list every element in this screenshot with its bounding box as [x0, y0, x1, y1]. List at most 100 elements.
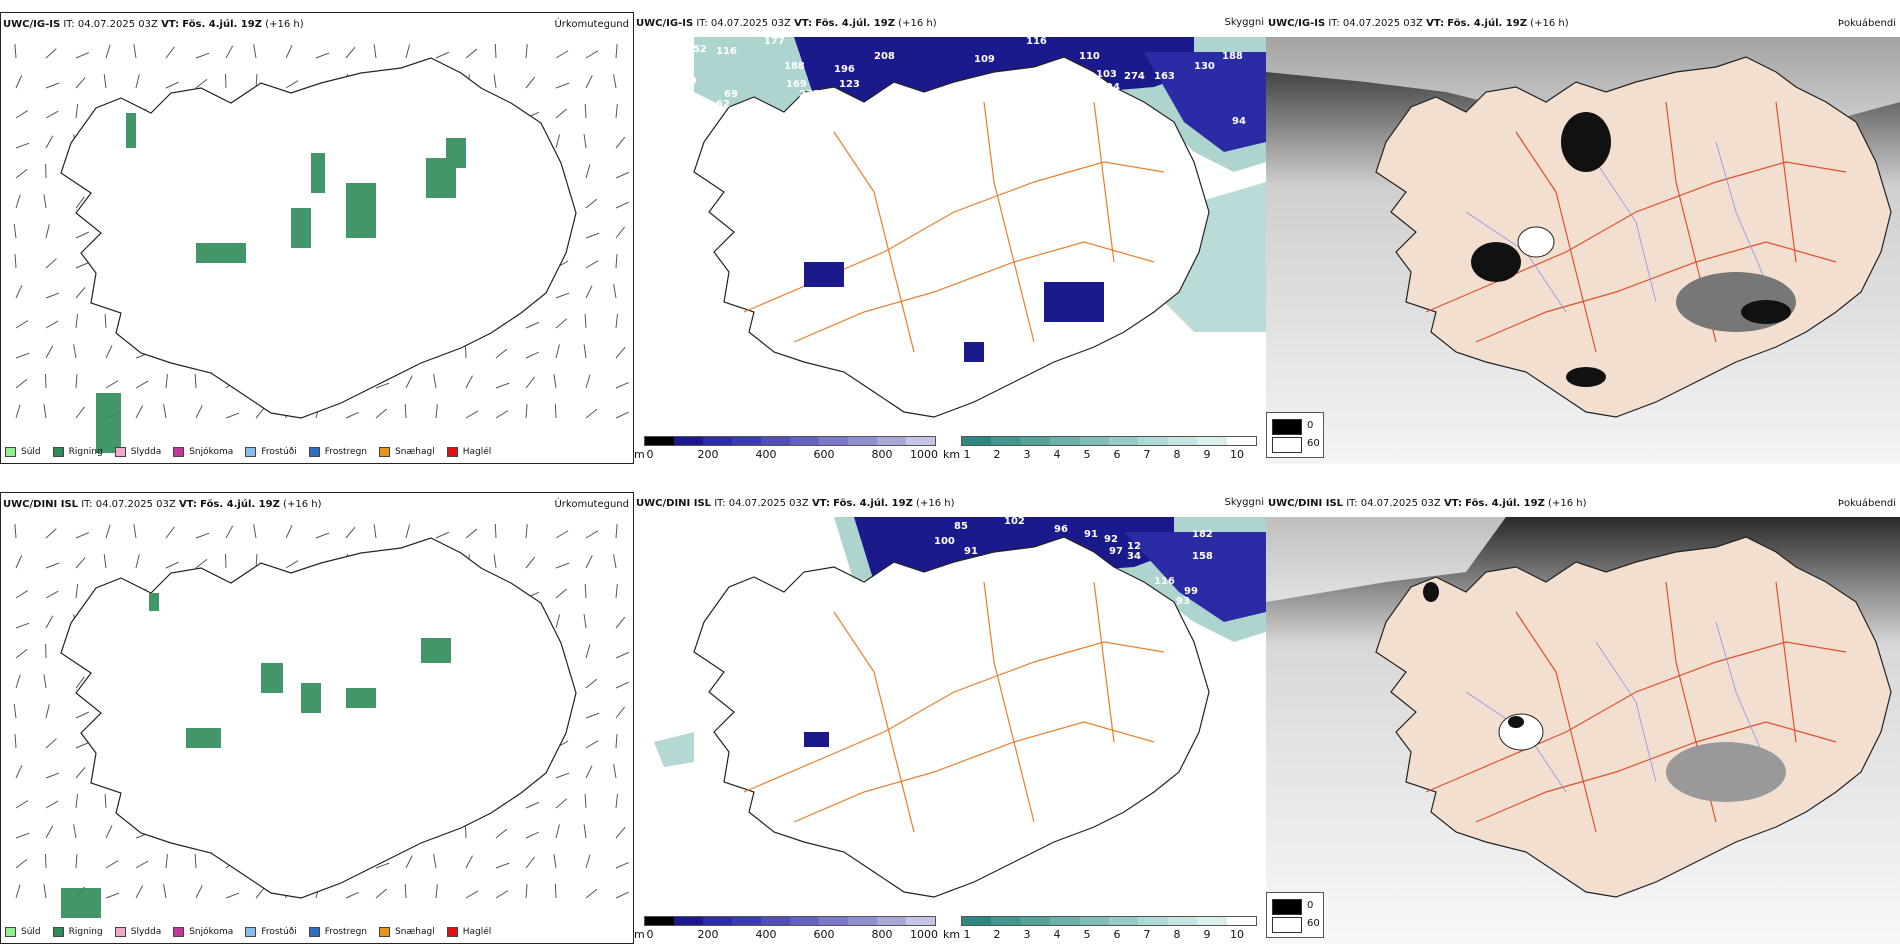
wind-barb	[345, 526, 356, 539]
cloudbase-value: 96	[1054, 524, 1068, 535]
wind-barb	[584, 103, 587, 119]
wind-barb	[135, 554, 140, 569]
wind-barb	[15, 622, 30, 629]
fog-panel-top: UWC/IG-IS IT: 04.07.2025 03Z VT: Fös. 4.…	[1266, 12, 1900, 464]
wind-barb	[75, 373, 78, 389]
wind-barb	[15, 674, 21, 689]
wind-barb	[285, 80, 299, 89]
wind-barb	[583, 344, 587, 359]
wind-barb	[525, 44, 528, 59]
cloudbase-value: 109	[676, 76, 697, 87]
wind-barb	[135, 860, 149, 869]
wind-barb	[15, 142, 30, 149]
wind-barb	[105, 380, 119, 389]
wind-barb	[15, 800, 29, 809]
wind-barb	[435, 531, 449, 539]
wind-barb	[555, 798, 567, 809]
wind-barb	[195, 52, 210, 59]
wind-barb	[165, 854, 168, 869]
wind-barb	[615, 226, 625, 239]
wind-barb	[615, 891, 629, 899]
cloudbase-ticks: 0 200 400 600 800 1000	[646, 448, 939, 461]
wind-barb	[104, 313, 107, 329]
wind-barb	[583, 824, 587, 839]
wind-barb	[255, 886, 266, 899]
legend-swatch	[5, 927, 16, 937]
cloudbase-value: 272	[799, 89, 820, 100]
legend-item: Haglél	[446, 447, 491, 457]
wind-barb	[525, 376, 535, 389]
wind-barb	[433, 374, 437, 389]
wind-barb	[585, 678, 598, 689]
wind-barb	[615, 314, 618, 329]
wind-barb	[465, 855, 473, 869]
cloudbase-value: 116	[1026, 36, 1047, 47]
wind-barb	[585, 408, 598, 419]
wind-barb	[225, 892, 240, 899]
wind-barb	[465, 375, 473, 389]
wind-barb	[585, 555, 593, 569]
wind-barb	[45, 800, 59, 809]
wind-barb	[75, 767, 86, 779]
wind-barb	[15, 168, 28, 179]
cloudbase-value: 83	[1124, 606, 1138, 617]
cloudbase-value: 182	[1192, 529, 1213, 540]
wind-barb	[133, 524, 137, 539]
wind-barb	[45, 825, 54, 839]
panel-label: Úrkomutegund	[554, 19, 629, 30]
cloudbase-value: 196	[834, 64, 855, 75]
wind-barb	[195, 405, 203, 419]
wind-barb	[615, 616, 626, 629]
wind-barb	[14, 44, 17, 59]
wind-barb	[373, 44, 377, 59]
wind-barb	[615, 136, 626, 149]
wind-barb	[195, 558, 208, 569]
panel-title: UWC/DINI ISL IT: 04.07.2025 03Z VT: Fös.…	[1268, 498, 1587, 509]
wind-barb	[615, 826, 626, 839]
wind-barb	[495, 828, 508, 839]
wind-barb	[615, 201, 629, 209]
panel-title: UWC/DINI ISL IT: 04.07.2025 03Z VT: Fös.…	[636, 498, 955, 509]
wind-barb	[45, 48, 57, 59]
wind-barb	[555, 344, 560, 359]
wind-barb	[165, 81, 179, 89]
wind-barb	[105, 860, 119, 869]
cloudbase-value: 123	[839, 79, 860, 90]
wind-barb	[14, 524, 17, 539]
cloudbase-colorbar: m 0 200 400 600 800 1000	[634, 436, 940, 464]
wind-barb	[495, 410, 509, 419]
wind-barb	[554, 883, 557, 899]
wind-barb	[404, 883, 407, 899]
legend-item: Slydda	[114, 927, 161, 937]
wind-barb	[613, 284, 617, 299]
wind-barb	[345, 46, 356, 59]
cloudbase-value: 92	[932, 94, 946, 105]
fog-legend-swatch	[1272, 917, 1302, 933]
wind-barb	[45, 772, 60, 779]
cloudbase-value: 12	[1127, 541, 1141, 552]
visibility-ticks: 1 2 3 4 5 6 7 8 9 10	[963, 928, 1245, 941]
wind-barb	[525, 524, 528, 539]
cloudbase-value: 82	[979, 561, 993, 572]
wind-barb	[555, 562, 570, 569]
wind-barb	[14, 734, 17, 749]
wind-barb	[554, 403, 557, 419]
wind-barb	[373, 524, 377, 539]
wind-barb	[375, 862, 390, 869]
wind-barb	[615, 524, 618, 539]
fog-panel-bottom: UWC/DINI ISL IT: 04.07.2025 03Z VT: Fös.…	[1266, 492, 1900, 944]
cloudbase-value: 99	[1184, 586, 1198, 597]
wind-barb	[555, 318, 567, 329]
cloudbase-value: 127	[779, 149, 800, 160]
wind-barb	[285, 560, 299, 569]
visibility-colorbar: km 1 2 3 4 5 6 7 8 9 10	[943, 916, 1263, 944]
cloudbase-value: 92	[1104, 534, 1118, 545]
legend-item: Frostúði	[245, 927, 297, 937]
wind-barb	[15, 648, 28, 659]
wind-barb	[405, 375, 413, 389]
wind-barb	[375, 408, 388, 419]
wind-barb	[585, 854, 591, 869]
wind-barb	[555, 108, 568, 119]
wind-barb	[75, 52, 90, 59]
cloudbase-value: 83	[904, 94, 918, 105]
